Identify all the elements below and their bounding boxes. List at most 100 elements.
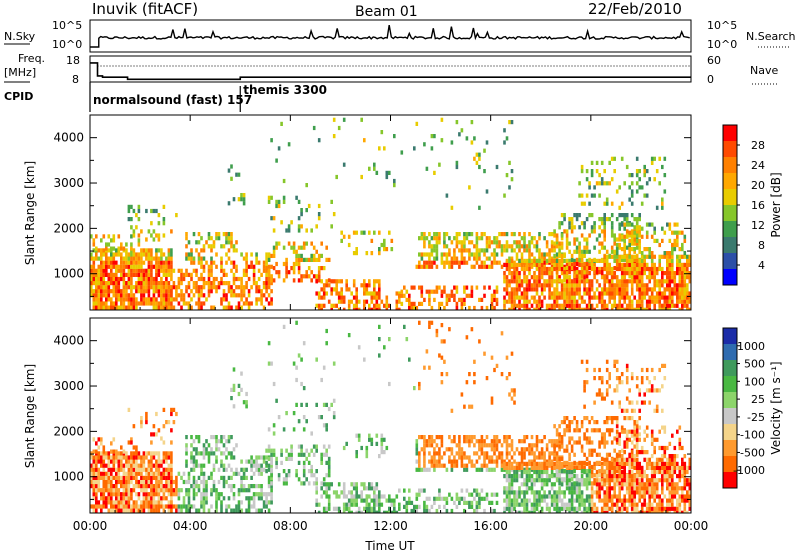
velocity-cell [238, 472, 241, 476]
power-cell [228, 232, 231, 236]
power-cell [170, 252, 173, 256]
velocity-cell [511, 466, 514, 470]
power-cell [210, 289, 213, 293]
velocity-cell [531, 474, 534, 478]
nsky-label: N.Sky [4, 30, 36, 43]
velocity-cell [168, 500, 171, 504]
power-cell [613, 169, 616, 173]
velocity-cell [308, 469, 311, 473]
power-cell [674, 271, 677, 275]
velocity-cell [481, 468, 484, 472]
power-cell [661, 202, 664, 206]
power-cell [551, 291, 554, 295]
power-cell [664, 173, 667, 177]
velocity-cell [596, 478, 599, 482]
power-cell [486, 310, 489, 314]
velocity-cell [230, 468, 233, 472]
power-cell [588, 271, 591, 275]
velocity-cell [93, 450, 96, 454]
power-cell [496, 290, 499, 294]
velocity-cell [426, 497, 429, 501]
velocity-cell [466, 501, 469, 505]
power-cell [526, 283, 529, 287]
power-cell [581, 202, 584, 206]
power-cell [138, 242, 141, 246]
power-cell [340, 287, 343, 291]
velocity-cell [255, 492, 258, 496]
power-cell [133, 265, 136, 269]
velocity-cell [225, 455, 228, 459]
velocity-cell [473, 443, 476, 447]
power-cell [338, 291, 341, 295]
velocity-cell [528, 486, 531, 490]
velocity-cell [573, 453, 576, 457]
velocity-cell [546, 478, 549, 482]
velocity-cell [616, 420, 619, 424]
velocity-cell [438, 451, 441, 455]
power-cell [496, 165, 499, 169]
power-cell [240, 197, 243, 201]
power-cell [496, 252, 499, 256]
power-cell [669, 279, 672, 283]
power-cell [253, 265, 256, 269]
power-cell [441, 310, 444, 314]
velocity-cell [593, 420, 596, 424]
power-cell [603, 237, 606, 241]
velocity-cell [98, 472, 101, 476]
velocity-cell [163, 472, 166, 476]
power-cell [578, 250, 581, 254]
velocity-cell [518, 503, 521, 507]
power-cell [523, 263, 526, 267]
velocity-cell [543, 494, 546, 498]
velocity-cell [335, 494, 338, 498]
power-cell [270, 289, 273, 293]
velocity-cell [373, 503, 376, 507]
velocity-cell [233, 509, 236, 513]
velocity-cell [411, 501, 414, 505]
velocity-cell [583, 507, 586, 511]
velocity-cell [225, 447, 228, 451]
power-cell [350, 291, 353, 295]
velocity-cell [155, 460, 158, 464]
power-cell [155, 297, 158, 301]
power-cell [103, 285, 106, 289]
velocity-cell [543, 466, 546, 470]
power-cell [130, 205, 133, 209]
power-cell [368, 304, 371, 308]
power-cell [613, 275, 616, 279]
velocity-cell [458, 443, 461, 447]
velocity-cell [253, 472, 256, 476]
velocity-cell [203, 447, 206, 451]
power-cell [621, 304, 624, 308]
velocity-cell [406, 505, 409, 509]
power-cell [100, 281, 103, 285]
power-cell [618, 304, 621, 308]
power-cell [358, 300, 361, 304]
velocity-cell [368, 482, 371, 486]
power-cell [648, 255, 651, 259]
power-cell [355, 291, 358, 295]
power-cell [648, 304, 651, 308]
power-cell [335, 175, 338, 179]
power-cell [471, 140, 474, 144]
power-cell [205, 281, 208, 285]
velocity-cell [393, 499, 396, 503]
velocity-cell [556, 465, 559, 469]
velocity-cell [576, 428, 579, 432]
power-cell [378, 304, 381, 308]
power-cell [626, 223, 629, 227]
velocity-cell [288, 457, 291, 461]
power-cell [506, 291, 509, 295]
velocity-cell [110, 468, 113, 472]
velocity-cell [588, 503, 591, 507]
power-cell [608, 161, 611, 165]
velocity-cell [203, 492, 206, 496]
velocity-cell [481, 439, 484, 443]
power-cell [674, 247, 677, 251]
velocity-cell [130, 509, 133, 513]
velocity-cell [315, 486, 318, 490]
power-cell [631, 173, 634, 177]
velocity-cell [491, 501, 494, 505]
velocity-cell [521, 474, 524, 478]
velocity-cell [581, 499, 584, 503]
